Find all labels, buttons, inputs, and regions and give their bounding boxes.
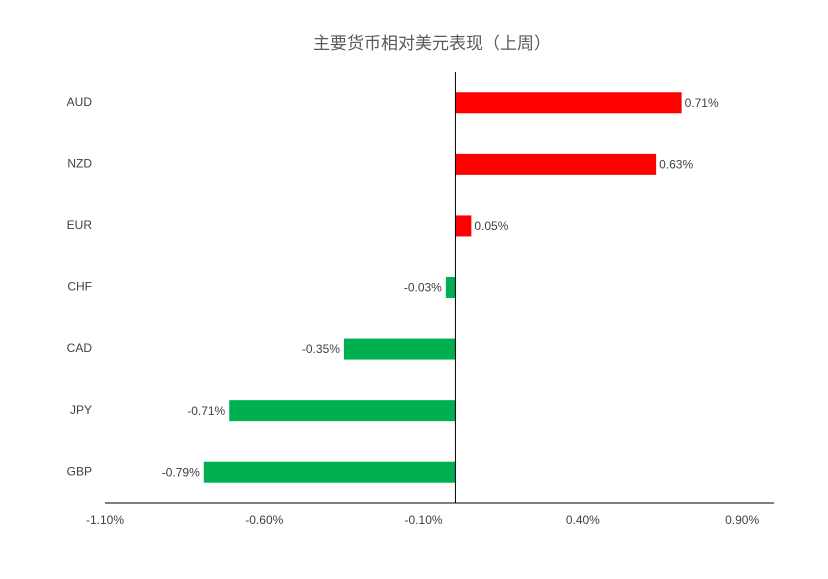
chart-title: 主要货币相对美元表现（上周） — [313, 34, 551, 54]
x-tick-label: -0.60% — [245, 513, 283, 527]
y-tick-label: CAD — [67, 341, 93, 355]
bar — [203, 461, 456, 483]
bar — [455, 153, 657, 175]
value-label: -0.79% — [162, 465, 200, 479]
y-tick-label: CHF — [67, 280, 92, 294]
bar — [229, 400, 456, 422]
value-label: -0.35% — [302, 342, 340, 356]
y-tick-label: EUR — [67, 218, 93, 232]
y-tick-label: AUD — [67, 95, 93, 109]
x-tick-label: -1.10% — [86, 513, 124, 527]
y-tick-label: GBP — [67, 464, 92, 478]
y-tick-label: NZD — [67, 157, 92, 171]
value-label: -0.71% — [187, 404, 225, 418]
x-tick-label: -0.10% — [405, 513, 443, 527]
x-tick-label: 0.40% — [566, 513, 600, 527]
y-tick-label: JPY — [70, 403, 92, 417]
value-label: 0.05% — [474, 219, 508, 233]
bar — [343, 338, 456, 360]
value-label: 0.63% — [659, 158, 693, 172]
value-label: -0.03% — [404, 281, 442, 295]
x-tick-label: 0.90% — [725, 513, 759, 527]
bar — [455, 215, 472, 237]
bar — [445, 277, 456, 298]
value-label: 0.71% — [685, 96, 719, 110]
bar — [455, 92, 682, 114]
